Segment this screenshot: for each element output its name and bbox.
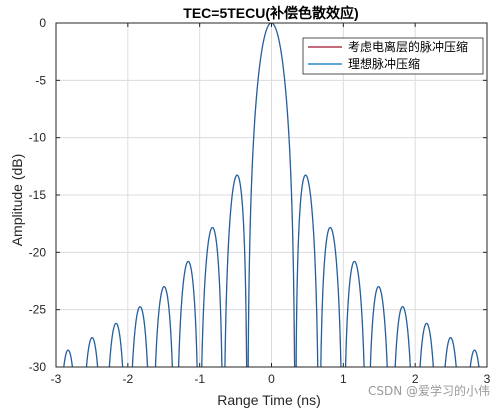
x-tick-label: 3 <box>484 372 491 386</box>
plot-area <box>63 23 480 367</box>
y-tick-label: -20 <box>29 245 47 259</box>
watermark: CSDN @爱学习的小伟 <box>368 383 490 398</box>
y-axis-label: Amplitude (dB) <box>9 154 25 247</box>
legend-box <box>302 37 484 75</box>
y-tick-label: -15 <box>29 188 47 202</box>
y-tick-label: -10 <box>29 131 47 145</box>
x-tick-label: 1 <box>340 372 347 386</box>
chart-title: TEC=5TECU(补偿色散效应) <box>183 5 358 21</box>
x-tick-label: -2 <box>122 372 133 386</box>
legend-label-ideal: 理想脉冲压缩 <box>348 56 420 71</box>
x-tick-label: 2 <box>412 372 419 386</box>
y-tick-label: -25 <box>29 303 47 317</box>
x-tick-label: 0 <box>268 372 275 386</box>
y-tick-label: -5 <box>35 73 46 87</box>
series-line-ideal <box>63 23 480 367</box>
y-axis-ticks: 0 -5 -10 -15 -20 -25 -30 <box>29 16 487 374</box>
x-axis-label: Range Time (ns) <box>217 392 320 408</box>
y-tick-label: 0 <box>39 16 46 30</box>
grid-lines <box>56 23 487 367</box>
series-group <box>63 23 480 367</box>
x-axis-ticks: -3 -2 -1 0 1 2 3 <box>51 23 491 386</box>
legend: 考虑电离层的脉冲压缩 理想脉冲压缩 <box>302 37 484 75</box>
x-tick-label: -1 <box>194 372 205 386</box>
x-tick-label: -3 <box>51 372 62 386</box>
legend-label-ionosphere: 考虑电离层的脉冲压缩 <box>348 39 468 54</box>
y-tick-label: -30 <box>29 360 47 374</box>
